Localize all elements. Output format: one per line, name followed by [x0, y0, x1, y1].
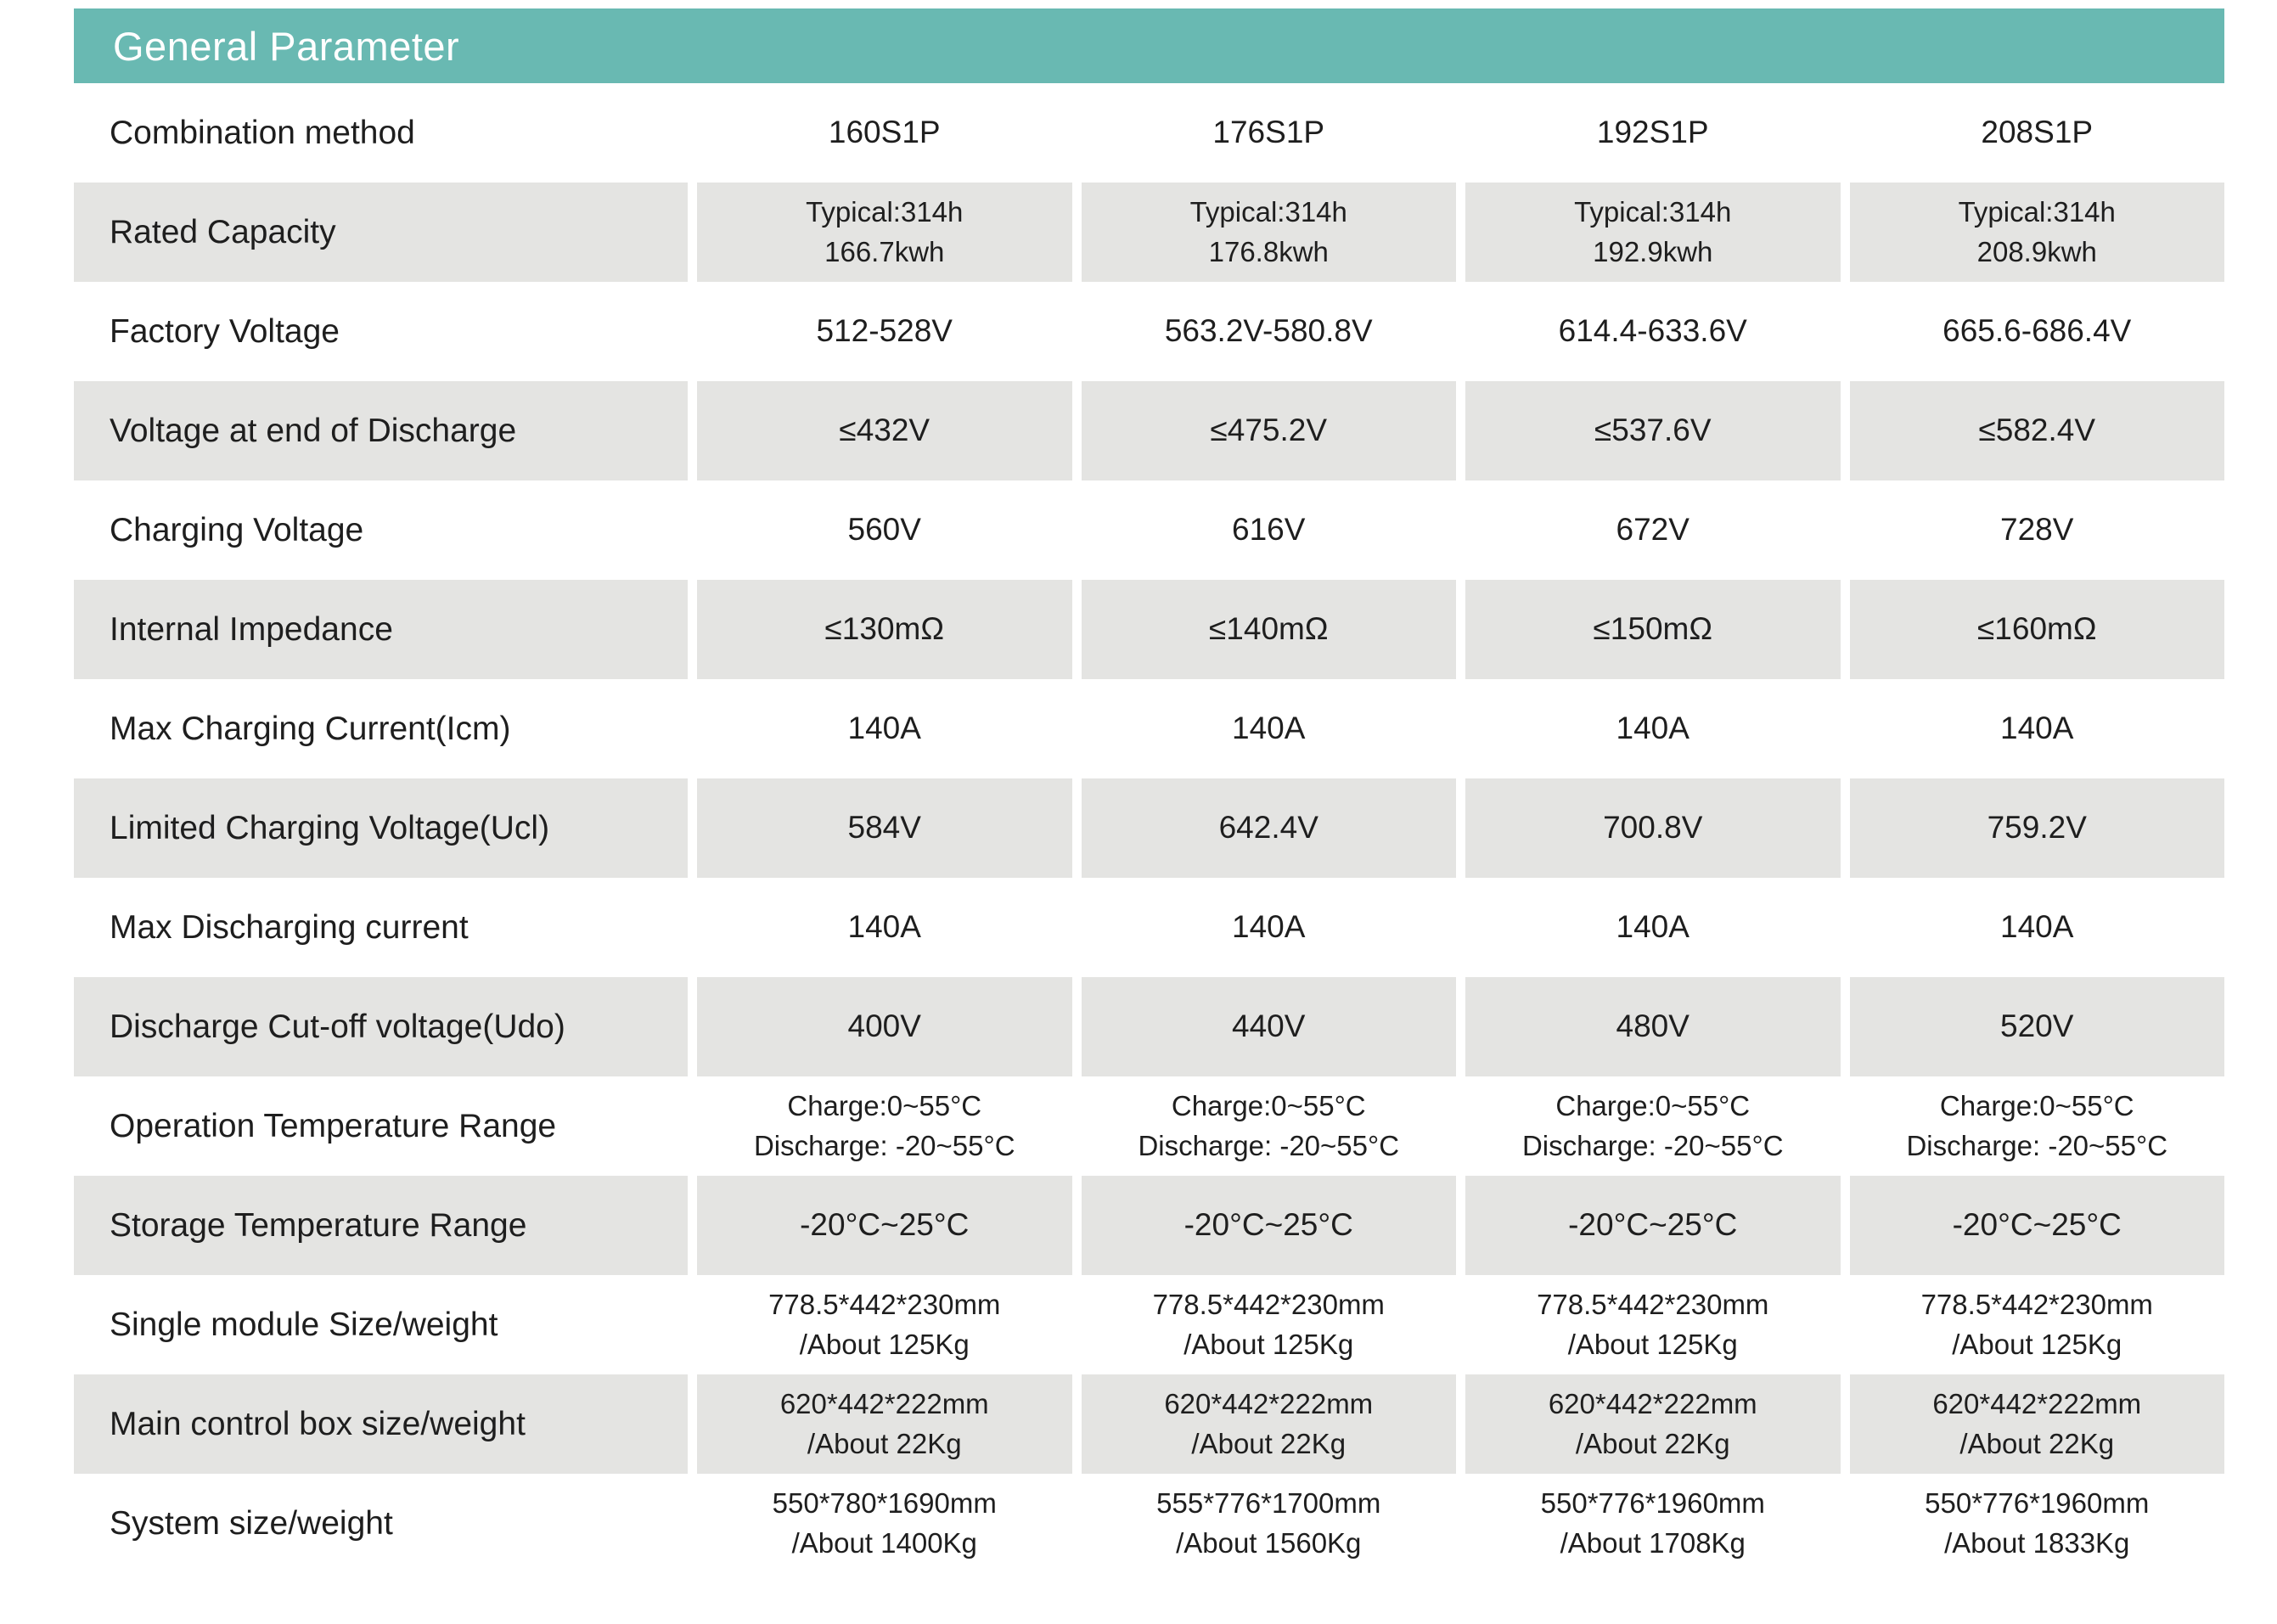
param-value: 192S1P	[1596, 115, 1709, 150]
param-label: Single module Size/weight	[110, 1306, 498, 1343]
param-value: 672V	[1616, 512, 1689, 548]
table-row: Discharge Cut-off voltage(Udo) 400V 440V…	[74, 977, 2224, 1076]
param-value: 616V	[1232, 512, 1306, 548]
param-value: ≤537.6V	[1465, 381, 1841, 480]
param-value: 512-528V	[816, 313, 953, 349]
param-value: ≤130mΩ	[697, 580, 1072, 679]
param-value: 550*776*1960mm /About 1833Kg	[1925, 1486, 2150, 1559]
table-row: Main control box size/weight 620*442*222…	[74, 1374, 2224, 1474]
param-value: 550*776*1960mm /About 1708Kg	[1540, 1486, 1765, 1559]
param-value: 700.8V	[1465, 778, 1841, 878]
param-value: 778.5*442*230mm /About 125Kg	[1152, 1288, 1385, 1360]
param-value: 614.4-633.6V	[1558, 313, 1747, 349]
param-label: Internal Impedance	[74, 580, 688, 679]
table-row: Limited Charging Voltage(Ucl) 584V 642.4…	[74, 778, 2224, 878]
param-label: Operation Temperature Range	[110, 1107, 557, 1144]
param-value: 778.5*442*230mm /About 125Kg	[768, 1288, 1001, 1360]
param-label: Discharge Cut-off voltage(Udo)	[74, 977, 688, 1076]
param-value: ≤582.4V	[1849, 381, 2224, 480]
table-row: Internal Impedance ≤130mΩ ≤140mΩ ≤150mΩ …	[74, 580, 2224, 679]
table-row: Voltage at end of Discharge ≤432V ≤475.2…	[74, 381, 2224, 480]
param-value: 520V	[1849, 977, 2224, 1076]
table-row: Rated Capacity Typical:314h 166.7kwh Typ…	[74, 183, 2224, 282]
param-value: 140A	[1232, 711, 1306, 746]
table-row: Single module Size/weight 778.5*442*230m…	[74, 1275, 2224, 1374]
param-value: 140A	[1616, 909, 1689, 945]
section-header: General Parameter	[74, 8, 2224, 83]
param-label: Factory Voltage	[110, 312, 340, 350]
param-value: 140A	[847, 909, 921, 945]
table-row: Charging Voltage 560V 616V 672V 728V	[74, 480, 2224, 580]
param-value: ≤432V	[697, 381, 1072, 480]
param-value: 208S1P	[1981, 115, 2094, 150]
table-row: Operation Temperature Range Charge:0~55°…	[74, 1076, 2224, 1176]
param-value: 140A	[1616, 711, 1689, 746]
param-label: Voltage at end of Discharge	[74, 381, 688, 480]
param-value: ≤475.2V	[1081, 381, 1456, 480]
param-value: -20°C~25°C	[1081, 1176, 1456, 1275]
param-value: -20°C~25°C	[1465, 1176, 1841, 1275]
param-value: 584V	[697, 778, 1072, 878]
param-value: 555*776*1700mm /About 1560Kg	[1156, 1486, 1381, 1559]
param-value: Typical:314h 192.9kwh	[1465, 183, 1841, 282]
param-value: 778.5*442*230mm /About 125Kg	[1920, 1288, 2153, 1360]
param-label: Main control box size/weight	[74, 1374, 688, 1474]
param-label: Combination method	[110, 114, 415, 151]
param-label: Charging Voltage	[110, 511, 364, 548]
param-value: ≤160mΩ	[1849, 580, 2224, 679]
param-label: Storage Temperature Range	[74, 1176, 688, 1275]
param-value: -20°C~25°C	[697, 1176, 1072, 1275]
param-value: Charge:0~55°C Discharge: -20~55°C	[1138, 1089, 1400, 1161]
param-value: 728V	[2000, 512, 2074, 548]
param-value: 140A	[2000, 711, 2074, 746]
param-value: 620*442*222mm /About 22Kg	[697, 1374, 1072, 1474]
param-value: 759.2V	[1849, 778, 2224, 878]
param-value: Typical:314h 166.7kwh	[697, 183, 1072, 282]
param-label: Rated Capacity	[74, 183, 688, 282]
param-value: 480V	[1465, 977, 1841, 1076]
param-value: 620*442*222mm /About 22Kg	[1465, 1374, 1841, 1474]
param-value: 550*780*1690mm /About 1400Kg	[772, 1486, 997, 1559]
param-value: Typical:314h 208.9kwh	[1849, 183, 2224, 282]
page-title: General Parameter	[113, 23, 460, 69]
general-parameter-table: General Parameter Combination method 160…	[74, 8, 2224, 1573]
param-value: 563.2V-580.8V	[1164, 313, 1373, 349]
param-value: 140A	[2000, 909, 2074, 945]
param-value: 140A	[847, 711, 921, 746]
param-value: Charge:0~55°C Discharge: -20~55°C	[753, 1089, 1015, 1161]
param-label: Max Charging Current(Icm)	[110, 710, 511, 747]
param-value: 160S1P	[828, 115, 941, 150]
param-value: 620*442*222mm /About 22Kg	[1849, 1374, 2224, 1474]
table-row: Factory Voltage 512-528V 563.2V-580.8V 6…	[74, 282, 2224, 381]
param-value: 642.4V	[1081, 778, 1456, 878]
table-row: Max Charging Current(Icm) 140A 140A 140A…	[74, 679, 2224, 778]
param-value: Charge:0~55°C Discharge: -20~55°C	[1521, 1089, 1784, 1161]
table-row: Combination method 160S1P 176S1P 192S1P …	[74, 83, 2224, 183]
param-label: System size/weight	[110, 1504, 393, 1542]
table-row: System size/weight 550*780*1690mm /About…	[74, 1474, 2224, 1573]
param-value: 560V	[847, 512, 921, 548]
param-value: ≤150mΩ	[1465, 580, 1841, 679]
param-value: 665.6-686.4V	[1942, 313, 2132, 349]
param-value: 440V	[1081, 977, 1456, 1076]
param-value: 620*442*222mm /About 22Kg	[1081, 1374, 1456, 1474]
param-value: 778.5*442*230mm /About 125Kg	[1537, 1288, 1769, 1360]
param-label: Max Discharging current	[110, 908, 469, 946]
table-row: Storage Temperature Range -20°C~25°C -20…	[74, 1176, 2224, 1275]
param-value: Typical:314h 176.8kwh	[1081, 183, 1456, 282]
param-value: 140A	[1232, 909, 1306, 945]
param-value: 176S1P	[1212, 115, 1325, 150]
param-value: Charge:0~55°C Discharge: -20~55°C	[1906, 1089, 2168, 1161]
param-label: Limited Charging Voltage(Ucl)	[74, 778, 688, 878]
param-value: ≤140mΩ	[1081, 580, 1456, 679]
param-value: 400V	[697, 977, 1072, 1076]
table-row: Max Discharging current 140A 140A 140A 1…	[74, 878, 2224, 977]
param-value: -20°C~25°C	[1849, 1176, 2224, 1275]
